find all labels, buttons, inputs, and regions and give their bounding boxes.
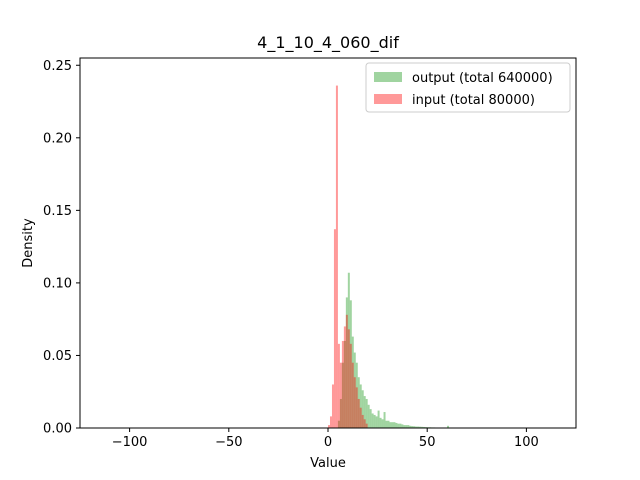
bars-layer bbox=[328, 85, 450, 428]
histogram-bar bbox=[339, 398, 342, 428]
histogram-bar bbox=[339, 362, 342, 428]
x-tick-label: 0 bbox=[324, 435, 332, 450]
histogram-bar bbox=[387, 420, 390, 428]
histogram-bar bbox=[411, 426, 414, 428]
legend-swatch bbox=[374, 94, 402, 104]
histogram-bar bbox=[333, 229, 336, 428]
legend-label: input (total 80000) bbox=[412, 93, 535, 108]
x-axis-title: Value bbox=[310, 456, 346, 471]
legend-label: output (total 640000) bbox=[412, 71, 553, 86]
histogram-bar bbox=[355, 362, 358, 428]
histogram-bar bbox=[363, 419, 366, 428]
histogram-bar bbox=[328, 425, 330, 428]
histogram-bar bbox=[365, 398, 368, 428]
x-tick-label: 100 bbox=[514, 435, 539, 450]
y-tick-label: 0.20 bbox=[43, 131, 72, 146]
y-tick-label: 0.25 bbox=[43, 59, 72, 74]
histogram-bar bbox=[343, 326, 346, 428]
histogram-bar bbox=[365, 423, 368, 428]
x-tick-label: 50 bbox=[419, 435, 436, 450]
histogram-bar bbox=[373, 414, 376, 428]
x-axis: −100 −50 0 50 100 bbox=[112, 428, 539, 450]
histogram-bar bbox=[417, 426, 420, 428]
histogram-bar bbox=[359, 407, 362, 428]
legend-swatch bbox=[374, 72, 402, 82]
histogram-bar bbox=[419, 426, 422, 428]
histogram-bar bbox=[409, 425, 412, 428]
histogram-bar bbox=[347, 272, 350, 428]
histogram-bar bbox=[375, 416, 378, 428]
histogram-bar bbox=[413, 426, 416, 428]
histogram-bar bbox=[363, 396, 366, 428]
histogram-bar bbox=[401, 424, 404, 428]
chart-title: 4_1_10_4_060_dif bbox=[257, 33, 399, 53]
histogram-bar bbox=[337, 420, 340, 428]
histogram-bar bbox=[381, 419, 384, 428]
histogram-bar bbox=[349, 300, 352, 428]
histogram-bar bbox=[407, 425, 410, 428]
histogram-bar bbox=[379, 417, 382, 428]
histogram-bar bbox=[329, 416, 332, 428]
histogram-bar bbox=[361, 390, 364, 428]
histogram-bar bbox=[377, 410, 380, 428]
histogram-bar bbox=[385, 420, 388, 428]
series-output bbox=[337, 272, 450, 428]
histogram-bar bbox=[369, 409, 372, 428]
histogram-bar bbox=[349, 343, 352, 428]
histogram-bar bbox=[395, 422, 398, 428]
histogram-bar bbox=[351, 336, 354, 428]
histogram-bar bbox=[383, 412, 386, 428]
y-axis-title: Density bbox=[21, 218, 36, 268]
histogram-bar bbox=[341, 340, 344, 428]
histogram-bar bbox=[357, 377, 360, 428]
histogram-bar bbox=[361, 414, 364, 428]
histogram-bar bbox=[423, 426, 426, 428]
histogram-bar bbox=[347, 329, 350, 428]
x-tick-label: −50 bbox=[215, 435, 242, 450]
histogram-bar bbox=[345, 314, 348, 428]
histogram-bar bbox=[403, 425, 406, 428]
legend-box bbox=[365, 62, 571, 113]
histogram-bar bbox=[421, 426, 424, 428]
histogram-bar bbox=[391, 422, 394, 428]
histogram-bar bbox=[355, 387, 358, 428]
histogram-bar bbox=[405, 425, 408, 428]
histogram-bar bbox=[351, 362, 354, 428]
y-tick-label: 0.00 bbox=[43, 422, 72, 437]
y-axis: 0.00 0.05 0.10 0.15 0.20 0.25 bbox=[43, 59, 80, 437]
y-tick-label: 0.15 bbox=[43, 204, 72, 219]
histogram-bar bbox=[367, 404, 370, 428]
histogram-bar bbox=[371, 413, 374, 428]
series-input bbox=[328, 85, 368, 428]
histogram-bar bbox=[331, 384, 334, 428]
histogram-bar bbox=[335, 85, 338, 428]
histogram-bar bbox=[393, 422, 396, 428]
histogram-bar bbox=[341, 362, 344, 428]
y-tick-label: 0.10 bbox=[43, 276, 72, 291]
histogram-bar bbox=[345, 297, 348, 428]
histogram-bar bbox=[397, 423, 400, 428]
histogram-bar bbox=[447, 425, 450, 428]
x-tick-label: −100 bbox=[112, 435, 148, 450]
histogram-bar bbox=[399, 423, 402, 428]
histogram-bar bbox=[343, 340, 346, 428]
histogram-bar bbox=[389, 422, 392, 428]
histogram-bar bbox=[353, 377, 356, 428]
histogram-bar bbox=[337, 343, 340, 428]
histogram-bar bbox=[359, 384, 362, 428]
histogram-bar bbox=[357, 398, 360, 428]
histogram-bar bbox=[353, 352, 356, 428]
legend: output (total 640000) input (total 80000) bbox=[365, 62, 571, 113]
histogram-bar bbox=[415, 426, 418, 428]
y-tick-label: 0.05 bbox=[43, 349, 72, 364]
